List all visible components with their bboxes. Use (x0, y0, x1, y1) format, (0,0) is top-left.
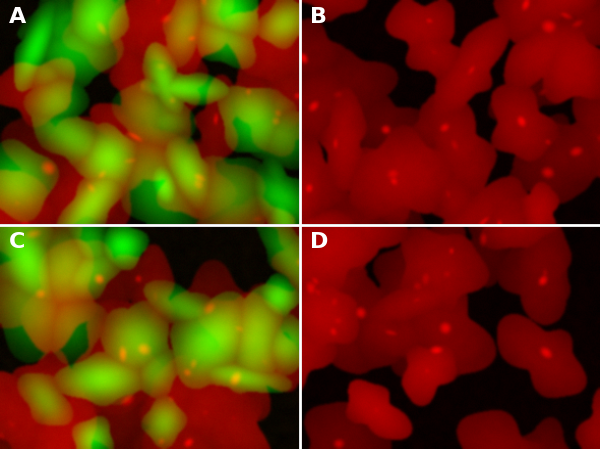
Text: C: C (9, 232, 25, 252)
Text: B: B (310, 7, 327, 26)
Text: A: A (9, 7, 26, 26)
Text: D: D (310, 232, 329, 252)
